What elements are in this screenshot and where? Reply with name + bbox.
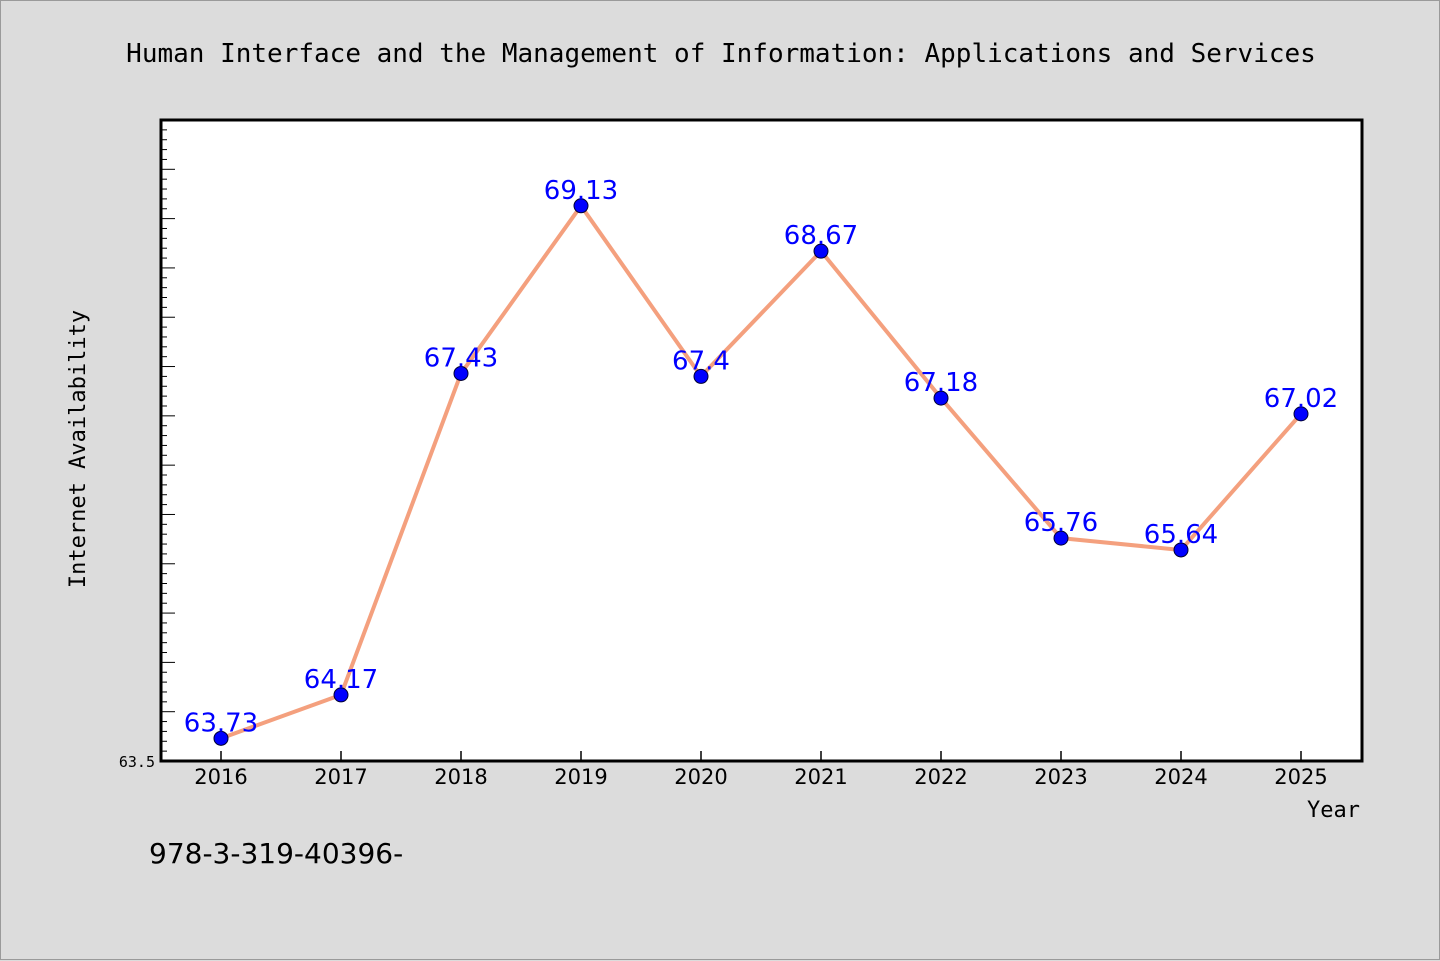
data-point: [333, 687, 349, 703]
x-tick-label: 2017: [314, 765, 367, 789]
data-label: 68.67: [784, 221, 858, 251]
x-tick-label: 2020: [674, 765, 727, 789]
data-point: [1053, 530, 1069, 546]
x-tick-label: 2018: [434, 765, 487, 789]
data-label: 67.43: [424, 343, 498, 373]
data-label: 67.18: [904, 368, 978, 398]
data-point: [813, 243, 829, 259]
data-point: [453, 365, 469, 381]
series-layer: [213, 198, 1309, 746]
series-line: [219, 203, 1303, 741]
data-label: 65.64: [1144, 520, 1218, 550]
data-point: [573, 198, 589, 214]
data-label: 69.13: [544, 176, 618, 206]
x-tick-label: 2025: [1274, 765, 1327, 789]
x-tick-label: 2019: [554, 765, 607, 789]
data-point: [213, 730, 229, 746]
y-axis-label: Internet Availability: [66, 310, 91, 588]
data-label: 64.17: [304, 665, 378, 695]
x-tick-label: 2022: [914, 765, 967, 789]
x-tick-label: 2024: [1154, 765, 1207, 789]
x-axis-label: Year: [1307, 798, 1360, 823]
y-axis-ticks: 63.5: [119, 119, 175, 771]
data-point: [1173, 542, 1189, 558]
data-label: 63.73: [184, 708, 258, 738]
x-tick-label: 2023: [1034, 765, 1087, 789]
data-label: 65.76: [1024, 508, 1098, 538]
footer-text: 978-3-319-40396-: [149, 837, 403, 870]
data-point: [693, 368, 709, 384]
chart-title: Human Interface and the Management of In…: [126, 39, 1316, 69]
data-point: [933, 390, 949, 406]
data-point: [1293, 406, 1309, 422]
data-label: 67.02: [1264, 384, 1338, 414]
data-label: 67.4: [672, 346, 730, 376]
plot-area: [159, 118, 1364, 763]
x-axis-ticks: 2016 2017 2018 2019 2020 2021 2022 2023 2024 2025: [194, 751, 1328, 789]
y-tick-label: 63.5: [119, 753, 155, 771]
data-labels-layer: 63.73 64.17 67.43 69.13 67.4 68.67 67.18 65.76 6…: [184, 176, 1338, 739]
x-tick-label: 2021: [794, 765, 847, 789]
x-tick-label: 2016: [194, 765, 247, 789]
